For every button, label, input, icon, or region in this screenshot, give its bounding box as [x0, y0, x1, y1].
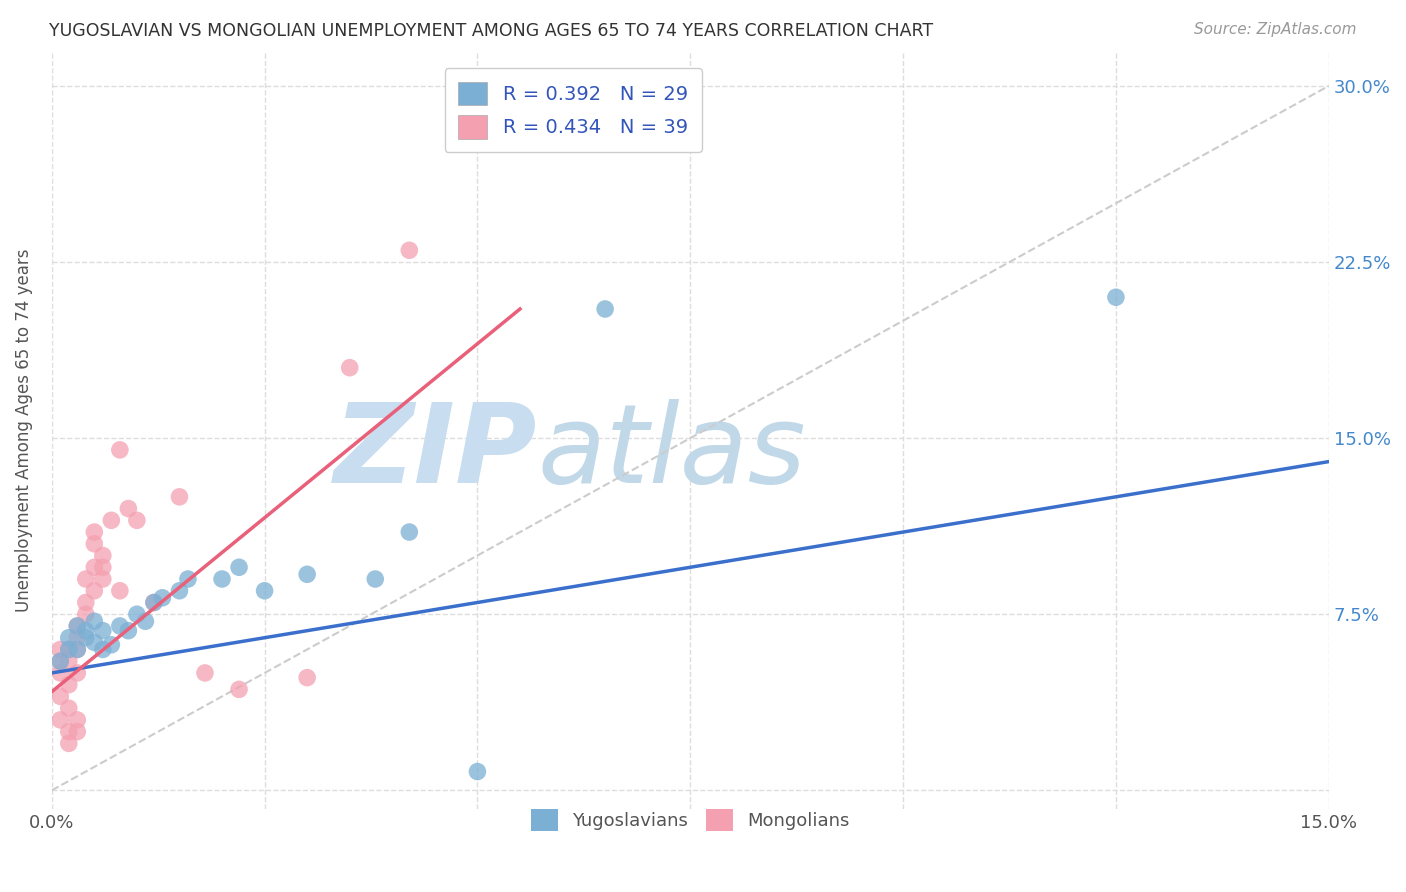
- Point: [364, 572, 387, 586]
- Point: [49, 665, 72, 680]
- Point: [117, 624, 139, 638]
- Point: [58, 654, 80, 668]
- Point: [49, 690, 72, 704]
- Point: [49, 713, 72, 727]
- Point: [108, 583, 131, 598]
- Point: [339, 360, 361, 375]
- Point: [593, 301, 616, 316]
- Point: [66, 619, 89, 633]
- Point: [134, 615, 156, 629]
- Text: YUGOSLAVIAN VS MONGOLIAN UNEMPLOYMENT AMONG AGES 65 TO 74 YEARS CORRELATION CHAR: YUGOSLAVIAN VS MONGOLIAN UNEMPLOYMENT AM…: [49, 22, 934, 40]
- Point: [83, 615, 105, 629]
- Point: [169, 583, 191, 598]
- Point: [91, 642, 114, 657]
- Legend: Yugoslavians, Mongolians: Yugoslavians, Mongolians: [516, 795, 865, 846]
- Point: [108, 619, 131, 633]
- Point: [295, 671, 318, 685]
- Text: ZIP: ZIP: [333, 399, 537, 506]
- Point: [66, 724, 89, 739]
- Point: [228, 682, 250, 697]
- Point: [211, 572, 233, 586]
- Point: [142, 595, 165, 609]
- Point: [75, 631, 97, 645]
- Point: [125, 513, 148, 527]
- Point: [58, 724, 80, 739]
- Point: [295, 567, 318, 582]
- Point: [1105, 290, 1128, 304]
- Point: [91, 549, 114, 563]
- Point: [100, 513, 122, 527]
- Point: [467, 764, 489, 779]
- Point: [83, 635, 105, 649]
- Point: [91, 572, 114, 586]
- Point: [58, 678, 80, 692]
- Point: [152, 591, 174, 605]
- Point: [58, 631, 80, 645]
- Y-axis label: Unemployment Among Ages 65 to 74 years: Unemployment Among Ages 65 to 74 years: [15, 248, 32, 612]
- Point: [108, 442, 131, 457]
- Point: [83, 583, 105, 598]
- Point: [49, 654, 72, 668]
- Point: [169, 490, 191, 504]
- Point: [66, 619, 89, 633]
- Point: [398, 244, 420, 258]
- Point: [66, 642, 89, 657]
- Point: [83, 537, 105, 551]
- Point: [66, 713, 89, 727]
- Point: [58, 642, 80, 657]
- Point: [75, 624, 97, 638]
- Point: [58, 642, 80, 657]
- Point: [58, 736, 80, 750]
- Point: [91, 560, 114, 574]
- Point: [117, 501, 139, 516]
- Point: [58, 701, 80, 715]
- Point: [75, 595, 97, 609]
- Text: Source: ZipAtlas.com: Source: ZipAtlas.com: [1194, 22, 1357, 37]
- Point: [100, 638, 122, 652]
- Point: [66, 665, 89, 680]
- Point: [398, 524, 420, 539]
- Point: [83, 524, 105, 539]
- Point: [66, 631, 89, 645]
- Point: [91, 624, 114, 638]
- Point: [75, 572, 97, 586]
- Point: [142, 595, 165, 609]
- Point: [75, 607, 97, 622]
- Point: [125, 607, 148, 622]
- Point: [253, 583, 276, 598]
- Point: [194, 665, 217, 680]
- Point: [83, 560, 105, 574]
- Point: [66, 642, 89, 657]
- Point: [177, 572, 200, 586]
- Point: [49, 642, 72, 657]
- Point: [49, 654, 72, 668]
- Point: [228, 560, 250, 574]
- Text: atlas: atlas: [537, 399, 806, 506]
